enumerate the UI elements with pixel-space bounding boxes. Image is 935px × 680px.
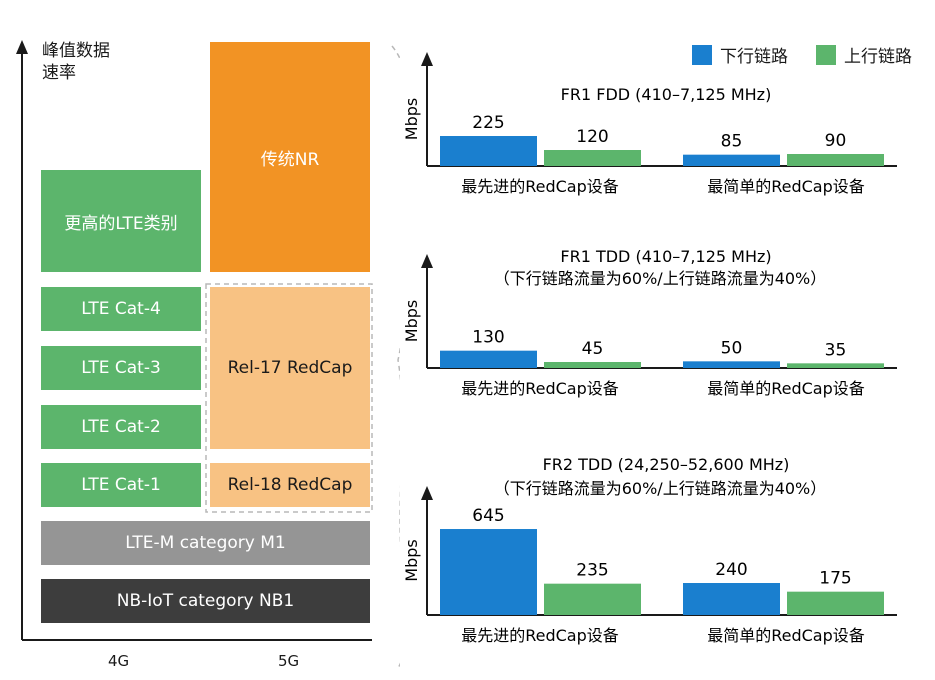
chart3-bar-dl-0 xyxy=(440,529,537,615)
chart3-bar-ul-1 xyxy=(787,591,884,615)
chart2-bar-ul-0 xyxy=(544,362,641,368)
y-label-line1: 峰值数据 xyxy=(42,41,110,61)
block-legacy-nr: 传统NR xyxy=(210,42,370,272)
chart1-data-label-dl-0: 225 xyxy=(472,113,504,133)
block-lte-cat2-label: LTE Cat-2 xyxy=(81,417,161,437)
chart2-bar-dl-0 xyxy=(440,350,537,368)
block-rel17-redcap: Rel-17 RedCap xyxy=(210,287,370,449)
chart3-y-axis-arrow xyxy=(421,486,433,500)
chart2-title: FR1 TDD (410–7,125 MHz) xyxy=(560,247,771,266)
zoom-connector-curve xyxy=(391,45,400,669)
chart2-subtitle: （下行链路流量为60%/上行链路流量为40%） xyxy=(494,269,827,288)
legend-uplink-label: 上行链路 xyxy=(844,47,912,67)
block-nb-iot: NB-IoT category NB1 xyxy=(41,579,370,623)
chart3-y-label: Mbps xyxy=(402,539,421,581)
block-rel17-redcap-label: Rel-17 RedCap xyxy=(227,358,353,378)
chart2-bar-ul-1 xyxy=(787,363,884,368)
chart3-category-1: 最简单的RedCap设备 xyxy=(707,626,865,645)
legend-downlink-label: 下行链路 xyxy=(720,47,788,67)
chart2-category-1: 最简单的RedCap设备 xyxy=(707,379,865,398)
chart1-title: FR1 FDD (410–7,125 MHz) xyxy=(561,85,772,104)
block-higher-lte: 更高的LTE类别 xyxy=(41,170,201,272)
chart2-data-label-ul-1: 35 xyxy=(825,340,847,360)
x-category-5g: 5G xyxy=(278,652,300,670)
block-legacy-nr-label: 传统NR xyxy=(260,149,320,170)
chart3-bar-dl-1 xyxy=(683,583,780,615)
block-lte-cat1-label: LTE Cat-1 xyxy=(81,475,161,495)
x-category-4g: 4G xyxy=(108,652,130,670)
chart2-data-label-dl-1: 50 xyxy=(721,338,743,358)
chart1-y-label: Mbps xyxy=(402,98,421,140)
chart1-bar-dl-1 xyxy=(683,154,780,166)
block-lte-cat4: LTE Cat-4 xyxy=(41,287,201,331)
block-nb-iot-label: NB-IoT category NB1 xyxy=(116,591,295,611)
chart1-bar-ul-0 xyxy=(544,150,641,166)
chart3-data-label-dl-1: 240 xyxy=(715,560,747,580)
legend-uplink: 上行链路 xyxy=(816,42,912,67)
chart3-title: FR2 TDD (24,250–52,600 MHz) xyxy=(543,455,790,474)
chart3-category-0: 最先进的RedCap设备 xyxy=(461,626,619,645)
legend-downlink: 下行链路 xyxy=(692,42,788,67)
chart2-data-label-ul-0: 45 xyxy=(582,339,604,359)
chart1-bar-dl-0 xyxy=(440,136,537,166)
chart3-subtitle: （下行链路流量为60%/上行链路流量为40%） xyxy=(494,479,827,498)
block-lte-cat2: LTE Cat-2 xyxy=(41,405,201,449)
block-lte-m: LTE-M category M1 xyxy=(41,521,370,565)
chart2-y-axis-arrow xyxy=(421,254,433,268)
block-rel18-redcap-label: Rel-18 RedCap xyxy=(227,475,353,495)
chart3-bar-ul-0 xyxy=(544,583,641,615)
y-label-line2: 速率 xyxy=(42,63,76,83)
left-y-axis-label: 峰值数据 速率 xyxy=(42,40,110,84)
block-lte-cat3-label: LTE Cat-3 xyxy=(81,358,161,378)
chart1-bar-ul-1 xyxy=(787,154,884,166)
chart3-data-label-ul-1: 175 xyxy=(819,569,851,589)
chart1-category-0: 最先进的RedCap设备 xyxy=(461,177,619,196)
chart2-data-label-dl-0: 130 xyxy=(472,328,504,348)
chart2-bar-dl-1 xyxy=(683,361,780,368)
chart1-y-axis-arrow xyxy=(421,52,433,66)
block-higher-lte-label: 更高的LTE类别 xyxy=(64,213,178,234)
chart1-category-1: 最简单的RedCap设备 xyxy=(707,177,865,196)
chart1-data-label-dl-1: 85 xyxy=(721,132,743,152)
left-axes xyxy=(16,40,400,669)
block-lte-cat1: LTE Cat-1 xyxy=(41,463,201,507)
redcap-dashed-box xyxy=(205,283,373,513)
chart1-data-label-ul-1: 90 xyxy=(825,131,847,151)
chart2-y-label: Mbps xyxy=(402,300,421,342)
left-y-axis-arrow xyxy=(16,40,28,54)
block-rel18-redcap: Rel-18 RedCap xyxy=(210,463,370,507)
legend-uplink-swatch xyxy=(816,44,836,65)
chart2-category-0: 最先进的RedCap设备 xyxy=(461,379,619,398)
legend-downlink-swatch xyxy=(692,44,712,65)
chart3-data-label-ul-0: 235 xyxy=(576,561,608,581)
block-lte-cat3: LTE Cat-3 xyxy=(41,346,201,390)
chart1-data-label-ul-0: 120 xyxy=(576,127,608,147)
block-lte-cat4-label: LTE Cat-4 xyxy=(81,299,161,319)
chart3-data-label-dl-0: 645 xyxy=(472,506,504,526)
block-lte-m-label: LTE-M category M1 xyxy=(125,533,286,553)
